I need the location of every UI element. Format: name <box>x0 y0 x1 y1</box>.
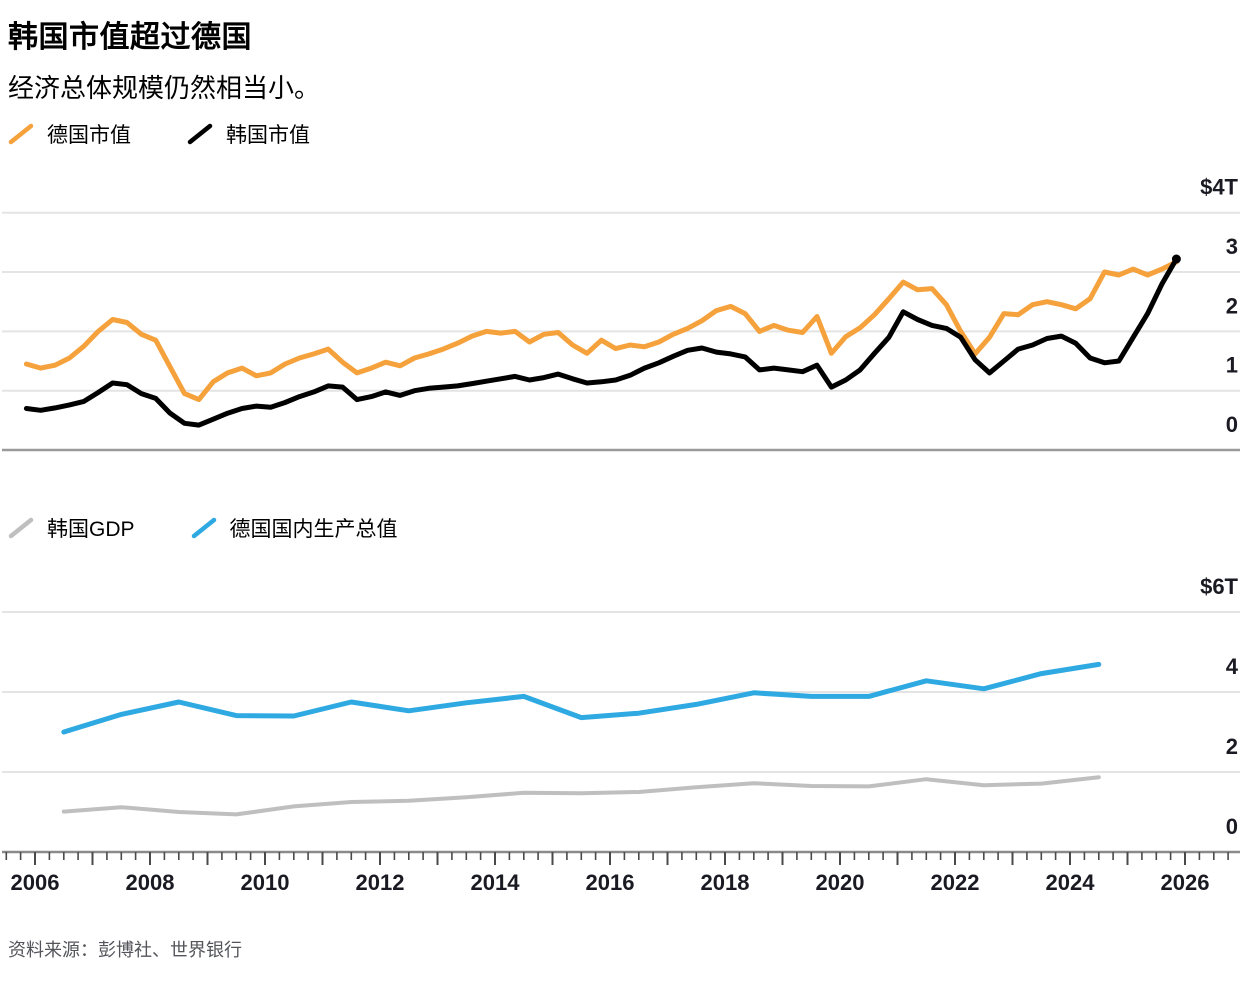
y-tick-label: 2 <box>1226 293 1238 318</box>
x-tick-label: 2018 <box>701 870 750 895</box>
legend-item-germany-market-cap: 德国市值 <box>8 119 131 149</box>
x-tick-label: 2020 <box>816 870 865 895</box>
legend-gdp: 韩国GDP 德国国内生产总值 <box>8 513 398 543</box>
korea-gdp-swatch-icon <box>8 517 34 539</box>
legend-item-korea-gdp: 韩国GDP <box>8 513 135 543</box>
page-subtitle: 经济总体规模仍然相当小。 <box>8 73 321 103</box>
korea-market-cap-end-dot <box>1171 254 1181 264</box>
germany-gdp-swatch-icon <box>191 517 216 539</box>
x-tick-label: 2026 <box>1161 870 1210 895</box>
source-note: 资料来源：彭博社、世界银行 <box>8 940 242 960</box>
germany-market-cap-line <box>23 259 1179 403</box>
y-tick-label: 1 <box>1226 353 1238 378</box>
germany-market-cap-swatch-icon <box>8 123 34 145</box>
x-tick-label: 2012 <box>356 870 405 895</box>
legend-label-germany-gdp: 德国国内生产总值 <box>229 518 398 541</box>
x-tick-label: 2022 <box>931 870 980 895</box>
y-tick-label: 0 <box>1226 814 1238 839</box>
legend-label-germany-market-cap: 德国市值 <box>47 124 131 147</box>
y-tick-label: $4T <box>1200 175 1238 200</box>
korea-market-cap-swatch-icon <box>187 123 213 145</box>
y-tick-label: $6T <box>1200 574 1238 599</box>
legend-item-germany-gdp: 德国国内生产总值 <box>191 513 398 543</box>
x-tick-label: 2024 <box>1046 870 1096 895</box>
germany-gdp-line <box>61 661 1102 735</box>
legend-item-korea-market-cap: 韩国市值 <box>187 119 310 149</box>
korea-market-cap-line <box>23 256 1179 428</box>
x-tick-label: 2006 <box>11 870 60 895</box>
legend-label-korea-market-cap: 韩国市值 <box>226 124 310 147</box>
legend-label-korea-gdp: 韩国GDP <box>47 518 135 541</box>
y-tick-label: 2 <box>1226 734 1238 759</box>
x-tick-label: 2014 <box>471 870 521 895</box>
korea-gdp-line <box>61 775 1101 817</box>
y-tick-label: 0 <box>1226 412 1238 437</box>
y-tick-label: 4 <box>1226 654 1239 679</box>
x-tick-label: 2008 <box>126 870 175 895</box>
y-tick-label: 3 <box>1226 234 1238 259</box>
x-tick-label: 2010 <box>241 870 290 895</box>
legend-market-cap: 德国市值 韩国市值 <box>8 119 310 149</box>
x-tick-label: 2016 <box>586 870 635 895</box>
page-title: 韩国市值超过德国 <box>8 21 252 54</box>
